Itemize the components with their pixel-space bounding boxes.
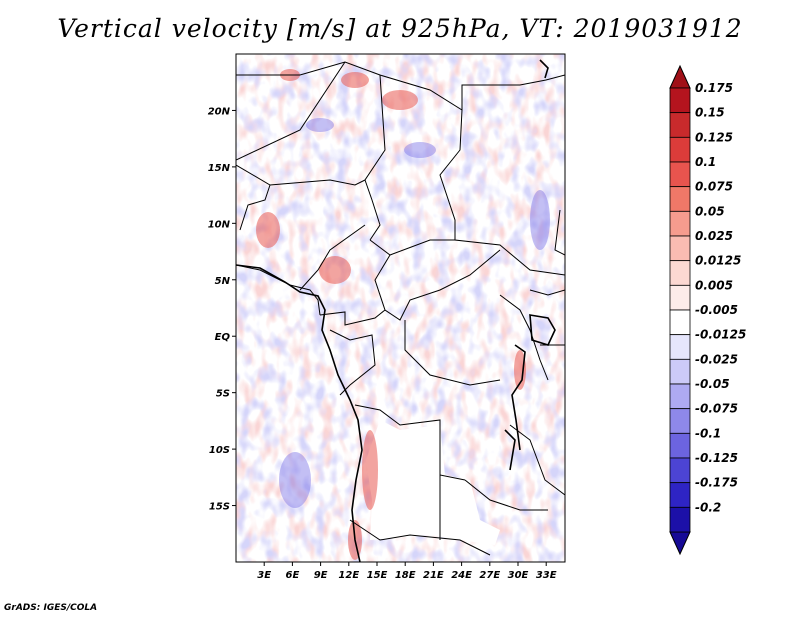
- colorbar-label: 0.175: [695, 81, 733, 95]
- colorbar-label: -0.125: [695, 451, 738, 465]
- colorbar-swatch: [669, 186, 691, 212]
- map-area: [235, 53, 566, 563]
- longitude-axis: 3E 6E 9E 12E 15E 18E 21E 24E 27E 30E 33E: [257, 562, 557, 581]
- grads-credit: GrADS: IGES/COLA: [4, 603, 98, 613]
- downdraft-streaks: [279, 118, 550, 508]
- lon-tick-label: 3E: [257, 570, 271, 581]
- colorbar-swatch: [669, 432, 691, 459]
- coastlines-and-lakes: [236, 59, 556, 562]
- lat-tick-label: 10S: [209, 445, 230, 456]
- colorbar-swatch: [669, 506, 691, 533]
- lon-tick-label: 24E: [451, 570, 472, 581]
- colorbar-swatch: [669, 112, 691, 138]
- colorbar-swatch: [669, 235, 691, 262]
- colorbar-label: -0.1: [695, 426, 721, 440]
- colorbar-label: 0.005: [695, 278, 733, 292]
- colorbar-label: -0.005: [695, 303, 738, 317]
- lat-tick-label: 15S: [209, 502, 230, 513]
- colorbar-label: -0.2: [695, 500, 721, 514]
- colorbar-swatch: [669, 358, 691, 385]
- colorbar-swatch: [669, 87, 691, 114]
- colorbar: 0.175 0.15 0.125 0.1 0.075 0.05 0.025 0.0125 0.0…: [669, 64, 746, 556]
- lat-tick-label: 15N: [208, 163, 231, 174]
- colorbar-label: 0.125: [695, 130, 733, 144]
- lon-tick-label: 15E: [367, 570, 388, 581]
- lon-tick-label: 21E: [423, 570, 444, 581]
- colorbar-swatch: [669, 260, 691, 286]
- colorbar-swatch: [669, 408, 691, 434]
- lat-tick-label: EQ: [215, 332, 231, 343]
- lat-tick-label: 20N: [208, 106, 231, 117]
- lon-tick-label: 27E: [479, 570, 500, 581]
- colorbar-label: 0.05: [695, 204, 725, 218]
- colorbar-label: -0.075: [695, 402, 738, 416]
- map-title: Vertical velocity [m/s] at 925hPa, VT: 2…: [57, 14, 743, 43]
- colorbar-label: -0.05: [695, 377, 730, 391]
- lat-tick-label: 5N: [215, 276, 231, 287]
- colorbar-swatch: [669, 383, 691, 410]
- colorbar-swatch: [669, 309, 691, 336]
- colorbar-swatch: [669, 210, 691, 237]
- lon-tick-label: 33E: [536, 570, 557, 581]
- colorbar-label: 0.025: [695, 229, 733, 243]
- colorbar-swatch: [669, 136, 691, 163]
- colorbar-label: -0.025: [695, 352, 738, 366]
- colorbar-label: 0.1: [695, 155, 716, 169]
- colorbar-swatch: [669, 334, 691, 360]
- lat-tick-label: 10N: [208, 219, 231, 230]
- lon-tick-label: 30E: [508, 570, 529, 581]
- latitude-axis: 20N 15N 10N 5N EQ 5S 10S 15S: [208, 106, 236, 513]
- colorbar-label: -0.175: [695, 476, 738, 490]
- lon-tick-label: 9E: [314, 570, 328, 581]
- colorbar-label: 0.0125: [695, 254, 741, 268]
- colorbar-swatch: [669, 284, 691, 311]
- lon-tick-label: 12E: [338, 570, 359, 581]
- lat-tick-label: 5S: [216, 389, 230, 400]
- map-frame: [235, 53, 566, 563]
- colorbar-top-arrow: [669, 64, 691, 89]
- colorbar-label: -0.0125: [695, 328, 746, 342]
- no-data-region-south: [366, 420, 500, 545]
- lon-tick-label: 18E: [395, 570, 416, 581]
- colorbar-swatch: [669, 457, 691, 484]
- colorbar-label: 0.15: [695, 106, 725, 120]
- colorbar-label: 0.075: [695, 180, 733, 194]
- colorbar-swatch: [669, 482, 691, 508]
- colorbar-swatch: [669, 161, 691, 188]
- lon-tick-label: 6E: [286, 570, 300, 581]
- colorbar-bottom-arrow: [669, 531, 691, 556]
- country-borders: [236, 61, 565, 556]
